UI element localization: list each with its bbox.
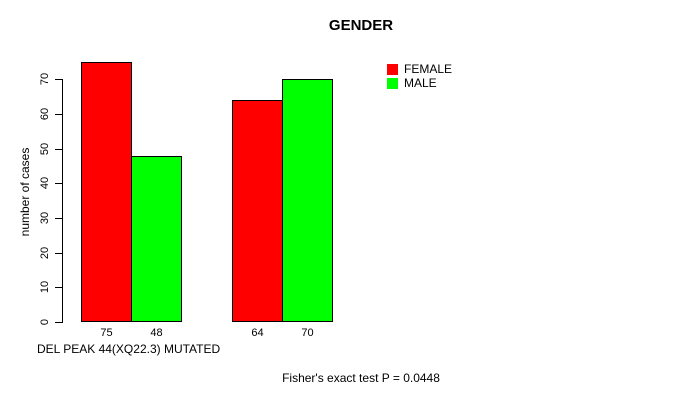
stat-annotation: Fisher's exact test P = 0.0448 xyxy=(282,371,440,385)
y-tick xyxy=(55,322,63,323)
y-axis-title: number of cases xyxy=(18,147,32,237)
y-tick xyxy=(55,253,63,254)
y-tick-label: 40 xyxy=(39,176,51,190)
legend-item-female: FEMALE xyxy=(387,63,452,76)
y-tick xyxy=(55,218,63,219)
y-tick-label: 50 xyxy=(39,142,51,156)
legend-swatch-female xyxy=(387,64,398,75)
bar-male-group1 xyxy=(131,156,182,322)
y-tick-label: 70 xyxy=(39,72,51,86)
y-tick xyxy=(55,149,63,150)
bar-value-label: 75 xyxy=(100,327,113,339)
y-tick-label: 60 xyxy=(39,107,51,121)
bar-value-label: 64 xyxy=(251,327,264,339)
legend-swatch-male xyxy=(387,78,398,89)
bar-value-label: 48 xyxy=(150,327,163,339)
legend-label: FEMALE xyxy=(404,62,453,76)
y-tick-label: 30 xyxy=(39,211,51,225)
y-tick xyxy=(55,287,63,288)
chart-title: GENDER xyxy=(328,17,394,34)
bar-female-group2 xyxy=(232,100,283,322)
y-tick xyxy=(55,114,63,115)
y-tick xyxy=(55,79,63,80)
legend: FEMALE MALE xyxy=(387,63,452,91)
x-axis-note: DEL PEAK 44(XQ22.3) MUTATED xyxy=(37,342,221,356)
y-tick-label: 10 xyxy=(39,280,51,294)
bar-female-group1 xyxy=(81,62,132,322)
y-axis-line xyxy=(62,79,63,323)
bar-male-group2 xyxy=(282,79,333,322)
y-tick xyxy=(55,183,63,184)
y-tick-label: 20 xyxy=(39,246,51,260)
legend-label: MALE xyxy=(404,76,437,90)
y-tick-label: 0 xyxy=(39,318,51,326)
bar-value-label: 70 xyxy=(301,327,314,339)
legend-item-male: MALE xyxy=(387,77,452,90)
